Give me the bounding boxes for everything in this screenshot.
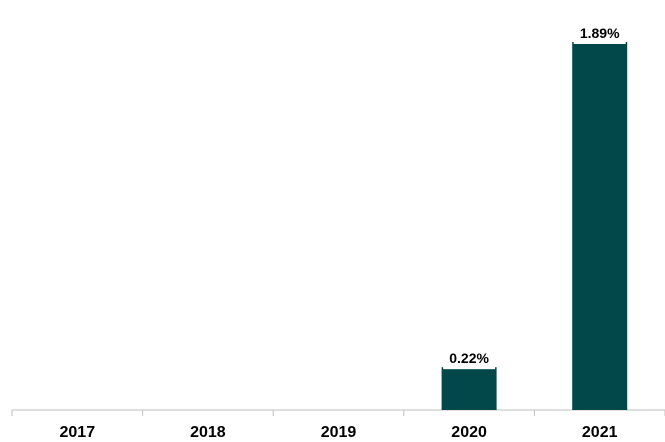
x-tick-label-2021: 2021 bbox=[582, 424, 618, 441]
x-tick-label-2019: 2019 bbox=[321, 424, 357, 441]
x-tick-label-2018: 2018 bbox=[190, 424, 226, 441]
data-label-2021: 1.89% bbox=[580, 25, 620, 41]
x-tick-label-2017: 2017 bbox=[60, 424, 96, 441]
bar-2021 bbox=[572, 42, 628, 410]
bar-2020 bbox=[441, 367, 497, 410]
data-label-box-2021 bbox=[573, 22, 626, 44]
x-tick-label-2020: 2020 bbox=[451, 424, 487, 441]
data-label-2020: 0.22% bbox=[449, 350, 489, 366]
plot-area: 2017 2018 2019 2020 0.22% 2021 1.89% bbox=[11, 22, 665, 441]
data-label-box-2020 bbox=[443, 347, 496, 370]
